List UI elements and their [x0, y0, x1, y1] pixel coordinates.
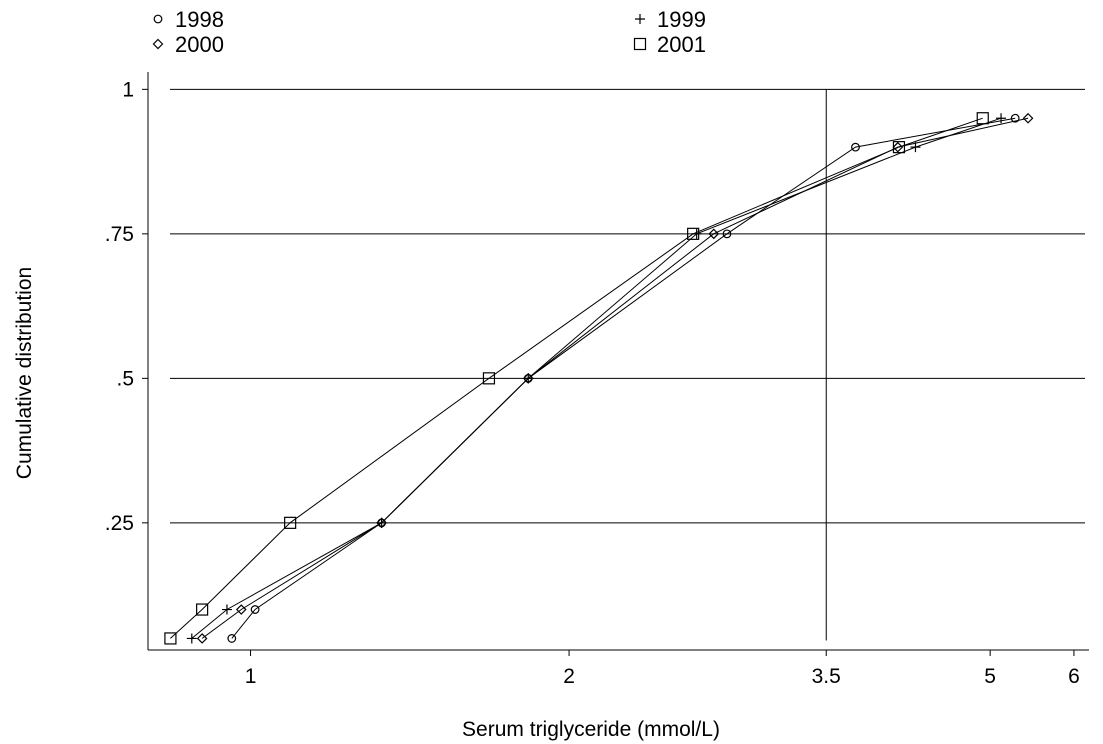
legend-item-2000: 2000 [152, 32, 224, 57]
legend-marker-1999 [635, 14, 645, 24]
series-2001 [164, 112, 989, 645]
data-point-1999 [221, 604, 232, 615]
x-tick-label: 5 [984, 665, 996, 688]
data-point-2000 [196, 633, 208, 644]
data-point-2000 [1022, 112, 1034, 124]
legend-marker-1998 [153, 14, 163, 24]
data-point-1998 [722, 229, 732, 239]
data-point-2000 [522, 372, 534, 384]
data-point-2001 [196, 603, 209, 616]
data-point-1998 [250, 605, 260, 614]
x-tick-label: 1 [245, 665, 257, 688]
y-axis-title: Cumulative distribution [13, 267, 36, 479]
y-tick-label: 1 [122, 78, 134, 101]
data-point-2001 [164, 632, 177, 645]
legend: 1998 1999 2000 2001 [152, 7, 706, 57]
legend-item-1998: 1998 [153, 7, 224, 32]
x-axis-title: Serum triglyceride (mmol/L) [462, 718, 720, 741]
series-line-2001 [170, 117, 983, 639]
data-point-2001 [976, 112, 989, 125]
x-tick-label: 6 [1068, 665, 1080, 688]
legend-label-1999: 1999 [657, 7, 706, 32]
data-point-2001 [482, 372, 496, 385]
data-point-1998 [227, 634, 237, 643]
legend-marker-2000 [152, 38, 164, 50]
data-point-1999 [910, 142, 921, 153]
y-tick-label: .5 [116, 367, 134, 390]
data-point-1998 [851, 142, 860, 152]
legend-item-2001: 2001 [633, 32, 706, 57]
x-tick-label: 3.5 [812, 665, 841, 688]
data-point-1999 [186, 633, 197, 644]
legend-marker-2001 [633, 37, 647, 51]
data-point-2001 [284, 516, 297, 529]
y-tick-label: .75 [105, 223, 134, 246]
legend-item-1999: 1999 [635, 7, 706, 32]
grid-lines [170, 88, 1085, 524]
x-tick-label: 2 [563, 665, 575, 688]
data-point-2001 [687, 227, 700, 240]
data-point-2001 [892, 141, 906, 154]
data-point-2000 [376, 517, 387, 529]
data-point-2000 [235, 604, 247, 615]
data-point-2000 [708, 228, 720, 240]
legend-label-1998: 1998 [175, 7, 224, 32]
legend-label-2000: 2000 [175, 32, 224, 57]
legend-label-2001: 2001 [657, 32, 706, 57]
data-point-1998 [1010, 113, 1020, 123]
data-point-1999 [996, 113, 1007, 124]
axes: .25 .5 .75 1 1 2 3.5 5 6 [105, 72, 1089, 688]
data-point-2000 [892, 141, 904, 153]
data-series [164, 112, 1034, 645]
y-tick-label: .25 [105, 512, 134, 535]
